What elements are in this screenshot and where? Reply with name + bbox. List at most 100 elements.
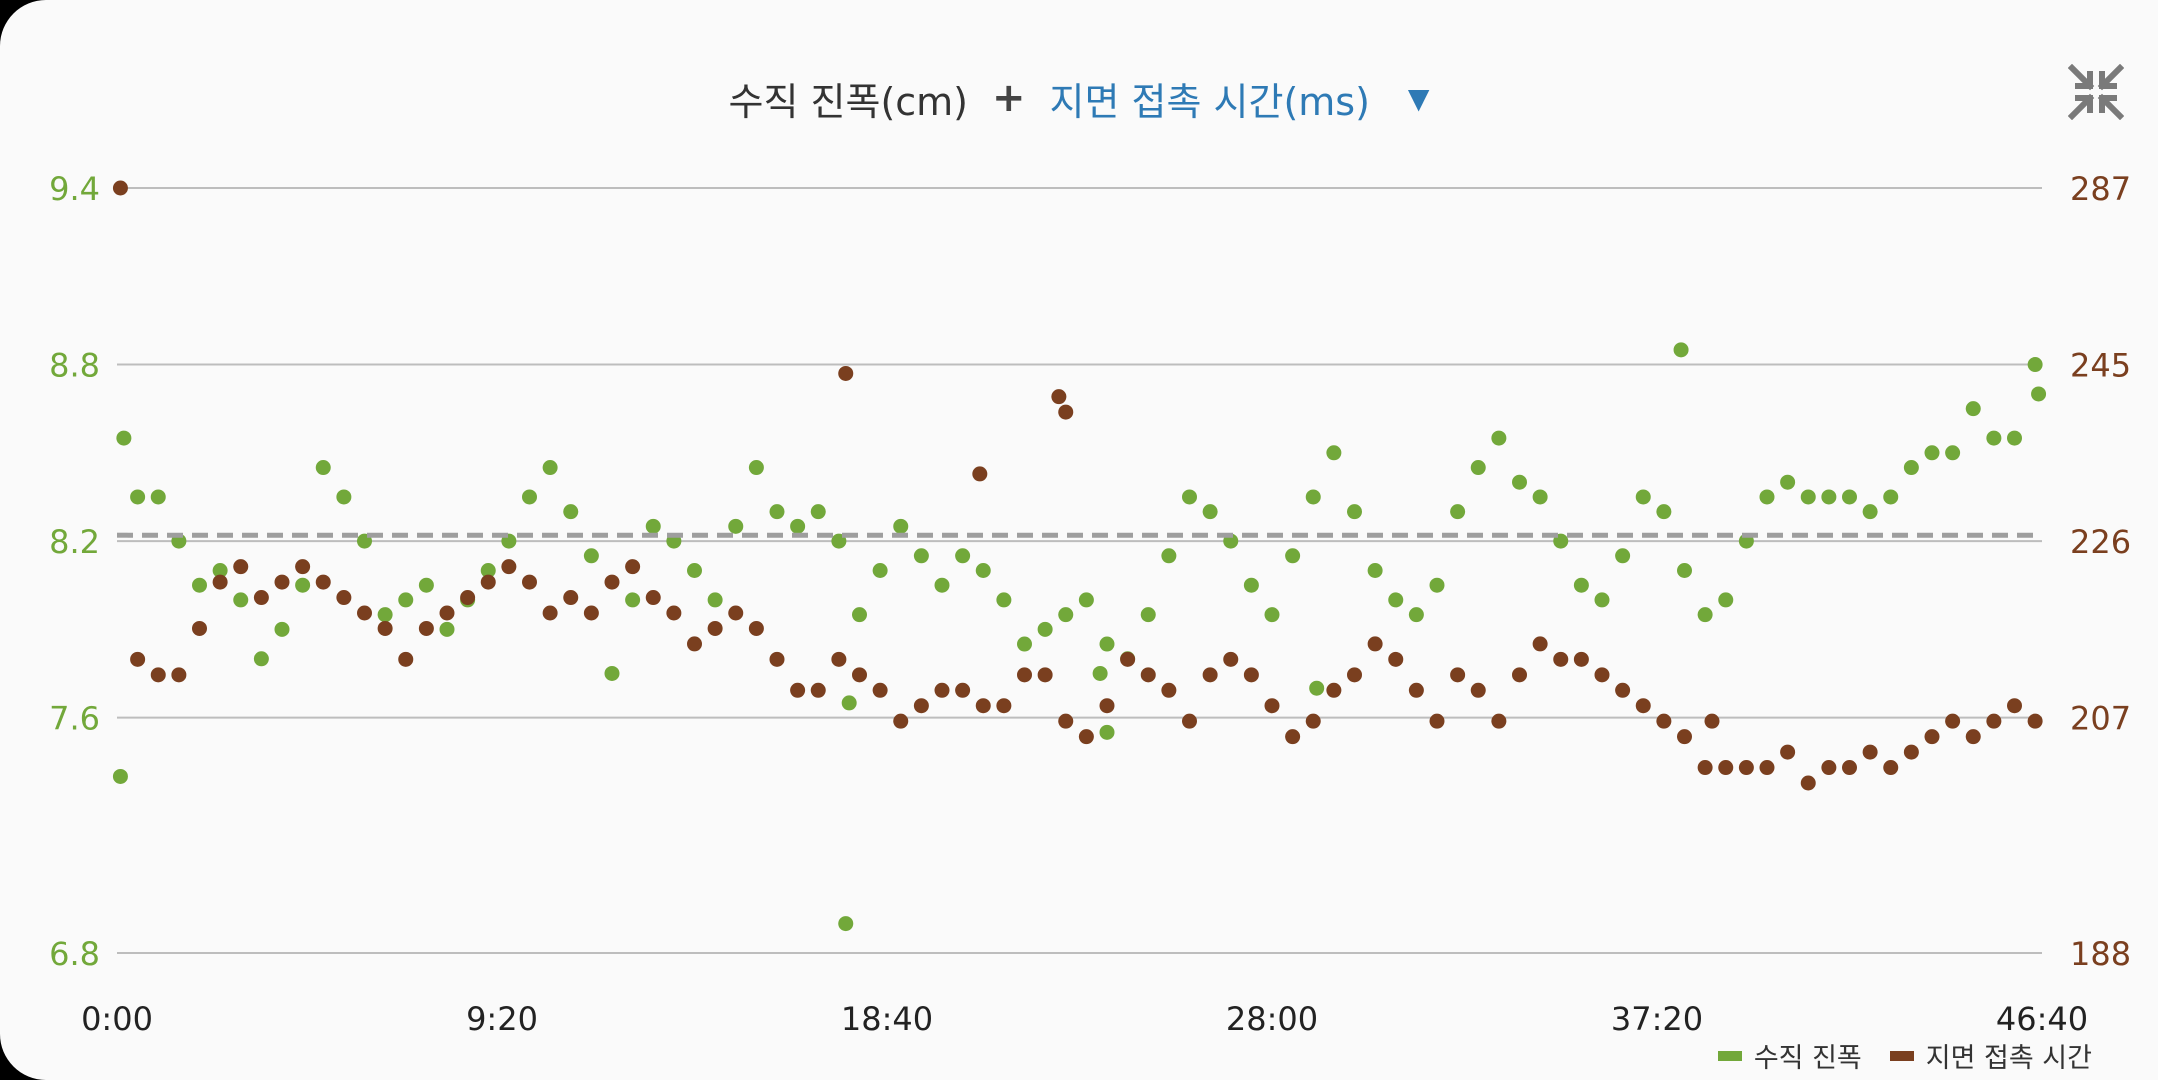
data-point-series2 <box>1450 667 1466 683</box>
data-point-series1 <box>1429 577 1445 593</box>
left-axis-tick-label: 6.8 <box>49 935 100 973</box>
data-point-series2 <box>972 466 988 482</box>
data-point-series2 <box>480 574 496 590</box>
legend-item-series2: 지면 접촉 시간 <box>1889 1036 2092 1075</box>
legend-swatch-series1 <box>1717 1050 1742 1061</box>
data-point-series2 <box>810 682 826 698</box>
data-point-series2 <box>2007 698 2022 714</box>
left-axis-tick-label: 9.4 <box>49 170 100 208</box>
data-point-series1 <box>1903 460 1919 476</box>
data-point-series1 <box>1965 401 1981 417</box>
data-point-series1 <box>112 768 128 784</box>
data-point-series1 <box>377 607 393 623</box>
legend-label-series2: 지면 접촉 시간 <box>1925 1043 2092 1074</box>
data-point-series1 <box>150 489 166 505</box>
data-point-series2 <box>336 590 352 606</box>
data-point-series1 <box>1759 489 1775 505</box>
data-point-series1 <box>418 577 434 593</box>
data-point-series2 <box>1759 760 1775 776</box>
data-point-series2 <box>1704 713 1720 729</box>
data-point-series2 <box>748 620 764 636</box>
data-point-series1 <box>625 592 641 608</box>
data-point-series2 <box>790 682 806 698</box>
data-point-series2 <box>501 559 517 575</box>
data-point-series2 <box>1202 667 1218 683</box>
data-point-series1 <box>1673 342 1689 358</box>
data-point-series1 <box>542 460 558 476</box>
data-point-series2 <box>1573 651 1589 667</box>
data-point-series2 <box>838 365 854 381</box>
data-point-series1 <box>116 430 132 446</box>
data-point-series2 <box>1429 713 1445 729</box>
data-point-series2 <box>112 180 128 196</box>
data-point-series1 <box>1491 430 1507 446</box>
data-point-series2 <box>1512 667 1527 683</box>
data-point-series1 <box>913 548 929 564</box>
data-point-series2 <box>769 651 785 667</box>
secondary-metric-selector[interactable]: 지면 접촉 시간(ms) <box>1049 79 1370 124</box>
data-point-series2 <box>1986 713 2002 729</box>
data-point-series2 <box>233 559 249 575</box>
data-point-series1 <box>1161 548 1177 564</box>
data-point-series2 <box>274 574 290 590</box>
data-point-series2 <box>872 682 888 698</box>
data-point-series1 <box>687 563 702 578</box>
data-point-series1 <box>707 592 723 608</box>
data-point-series1 <box>1718 592 1734 608</box>
data-point-series1 <box>1243 577 1259 593</box>
dropdown-arrow-icon[interactable]: ▼ <box>1407 81 1430 115</box>
data-point-series1 <box>1883 489 1899 505</box>
data-point-series2 <box>1965 729 1981 745</box>
data-point-series1 <box>790 518 806 534</box>
data-point-series1 <box>1697 607 1713 623</box>
data-point-series2 <box>1037 667 1053 683</box>
data-point-series2 <box>1635 698 1651 714</box>
data-point-series2 <box>1821 760 1837 776</box>
right-axis-tick-label: 207 <box>2070 700 2131 738</box>
data-point-series1 <box>838 916 854 932</box>
data-point-series1 <box>253 651 269 667</box>
data-point-series1 <box>1347 504 1362 520</box>
data-point-series1 <box>1099 636 1115 652</box>
data-point-series2 <box>295 559 311 575</box>
data-point-series1 <box>1656 504 1672 520</box>
data-point-series1 <box>398 592 414 608</box>
x-axis-tick-label: 28:00 <box>1226 1000 1318 1038</box>
data-point-series1 <box>1862 504 1878 520</box>
data-point-series2 <box>460 590 476 606</box>
data-point-series1 <box>1450 504 1466 520</box>
data-point-series1 <box>233 592 249 608</box>
collapse-icon[interactable] <box>2068 64 2124 120</box>
data-point-series1 <box>1099 724 1115 740</box>
data-point-series2 <box>1883 760 1899 776</box>
data-point-series2 <box>1677 729 1692 745</box>
x-axis-tick-label: 9:20 <box>466 1000 538 1038</box>
data-point-series2 <box>1264 698 1280 714</box>
data-point-series1 <box>893 518 909 534</box>
data-point-series2 <box>893 713 909 729</box>
data-point-series2 <box>1223 651 1239 667</box>
data-point-series1 <box>872 563 888 578</box>
data-point-series2 <box>2027 713 2043 729</box>
data-point-series1 <box>934 577 950 593</box>
data-point-series1 <box>1677 563 1692 578</box>
data-point-series1 <box>769 504 785 520</box>
data-point-series1 <box>1800 489 1816 505</box>
data-point-series1 <box>439 621 455 637</box>
data-point-series2 <box>192 620 207 636</box>
left-axis-tick-label: 7.6 <box>49 700 100 738</box>
data-point-series2 <box>1161 682 1177 698</box>
data-point-series2 <box>377 620 393 636</box>
data-point-series1 <box>1780 474 1796 490</box>
data-point-series2 <box>604 574 620 590</box>
data-point-series1 <box>1470 460 1486 476</box>
data-point-series1 <box>2007 430 2022 446</box>
x-axis-tick-label: 0:00 <box>81 1000 153 1038</box>
data-point-series2 <box>996 698 1012 714</box>
data-point-series2 <box>1305 713 1321 729</box>
data-point-series1 <box>1573 577 1589 593</box>
data-point-series2 <box>1388 651 1404 667</box>
data-point-series1 <box>522 489 537 505</box>
legend-item-series1: 수직 진폭 <box>1717 1036 1862 1075</box>
